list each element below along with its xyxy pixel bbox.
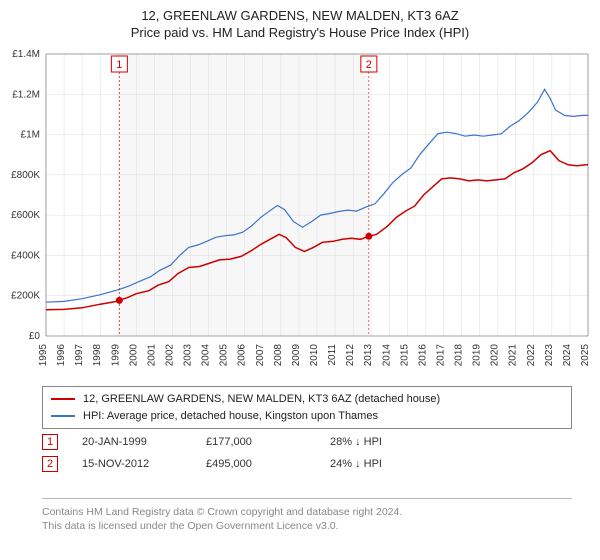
- svg-text:£1M: £1M: [21, 130, 40, 141]
- svg-text:£800K: £800K: [11, 170, 40, 181]
- svg-text:2013: 2013: [363, 344, 374, 367]
- sales-delta-2: 24% ↓ HPI: [330, 458, 430, 470]
- sales-row-2: 2 15-NOV-2012 £495,000 24% ↓ HPI: [42, 456, 572, 472]
- svg-text:2008: 2008: [273, 344, 284, 367]
- svg-text:1997: 1997: [74, 344, 85, 367]
- page-title-address: 12, GREENLAW GARDENS, NEW MALDEN, KT3 6A…: [0, 8, 600, 23]
- svg-text:2017: 2017: [435, 344, 446, 367]
- sales-date-1: 20-JAN-1999: [82, 436, 182, 448]
- sales-marker-1: 1: [42, 434, 58, 450]
- legend-item-hpi: HPI: Average price, detached house, King…: [51, 408, 563, 425]
- svg-text:2012: 2012: [345, 344, 356, 367]
- legend-swatch-property: [51, 398, 75, 400]
- footer-attribution: Contains HM Land Registry data © Crown c…: [42, 498, 572, 534]
- svg-text:2003: 2003: [183, 344, 194, 367]
- svg-text:2022: 2022: [526, 344, 537, 367]
- svg-text:2002: 2002: [164, 344, 175, 367]
- svg-text:1999: 1999: [110, 344, 121, 367]
- svg-text:2020: 2020: [490, 344, 501, 367]
- svg-text:2007: 2007: [255, 344, 266, 367]
- svg-text:2025: 2025: [580, 344, 591, 367]
- sales-row-1: 1 20-JAN-1999 £177,000 28% ↓ HPI: [42, 434, 572, 450]
- svg-text:£200K: £200K: [11, 291, 40, 302]
- legend-swatch-hpi: [51, 415, 75, 417]
- svg-text:2009: 2009: [291, 344, 302, 367]
- legend-label-hpi: HPI: Average price, detached house, King…: [83, 408, 378, 425]
- legend-label-property: 12, GREENLAW GARDENS, NEW MALDEN, KT3 6A…: [83, 391, 440, 408]
- legend-box: 12, GREENLAW GARDENS, NEW MALDEN, KT3 6A…: [42, 386, 572, 429]
- svg-text:1998: 1998: [92, 344, 103, 367]
- sales-marker-2: 2: [42, 456, 58, 472]
- footer-line2: This data is licensed under the Open Gov…: [42, 519, 572, 534]
- sales-date-2: 15-NOV-2012: [82, 458, 182, 470]
- sales-delta-1: 28% ↓ HPI: [330, 436, 430, 448]
- svg-text:£1.2M: £1.2M: [12, 89, 40, 100]
- svg-text:2023: 2023: [544, 344, 555, 367]
- svg-text:2005: 2005: [219, 344, 230, 367]
- svg-text:2010: 2010: [309, 344, 320, 367]
- svg-text:2021: 2021: [508, 344, 519, 367]
- legend-item-property: 12, GREENLAW GARDENS, NEW MALDEN, KT3 6A…: [51, 391, 563, 408]
- svg-text:2018: 2018: [454, 344, 465, 367]
- svg-text:1996: 1996: [56, 344, 67, 367]
- svg-text:2011: 2011: [327, 344, 338, 366]
- footer-line1: Contains HM Land Registry data © Crown c…: [42, 505, 572, 520]
- legend: 12, GREENLAW GARDENS, NEW MALDEN, KT3 6A…: [42, 386, 572, 429]
- svg-text:£0: £0: [29, 331, 41, 342]
- svg-text:2019: 2019: [472, 344, 483, 367]
- svg-text:2000: 2000: [128, 344, 139, 367]
- chart-svg: £0 £200K £400K £600K £800K £1M £1.2M £1.4M 1995 1…: [0, 48, 600, 378]
- sales-price-1: £177,000: [206, 436, 306, 448]
- svg-text:2014: 2014: [381, 344, 392, 367]
- svg-text:2016: 2016: [417, 344, 428, 367]
- svg-text:2004: 2004: [201, 344, 212, 367]
- svg-text:£1.4M: £1.4M: [12, 49, 40, 60]
- svg-text:2024: 2024: [562, 344, 573, 367]
- page-title-sub: Price paid vs. HM Land Registry's House …: [0, 25, 600, 40]
- svg-text:2001: 2001: [146, 344, 157, 367]
- svg-text:1: 1: [116, 59, 122, 71]
- svg-text:£600K: £600K: [11, 210, 40, 221]
- svg-text:2: 2: [366, 59, 372, 71]
- price-chart: £0 £200K £400K £600K £800K £1M £1.2M £1.4M 1995 1…: [0, 48, 600, 378]
- title-block: 12, GREENLAW GARDENS, NEW MALDEN, KT3 6A…: [0, 0, 600, 44]
- sales-table: 1 20-JAN-1999 £177,000 28% ↓ HPI 2 15-NO…: [42, 434, 572, 478]
- svg-text:1995: 1995: [38, 344, 49, 367]
- svg-text:£400K: £400K: [11, 250, 40, 261]
- svg-text:2006: 2006: [237, 344, 248, 367]
- sales-price-2: £495,000: [206, 458, 306, 470]
- svg-text:2015: 2015: [399, 344, 410, 367]
